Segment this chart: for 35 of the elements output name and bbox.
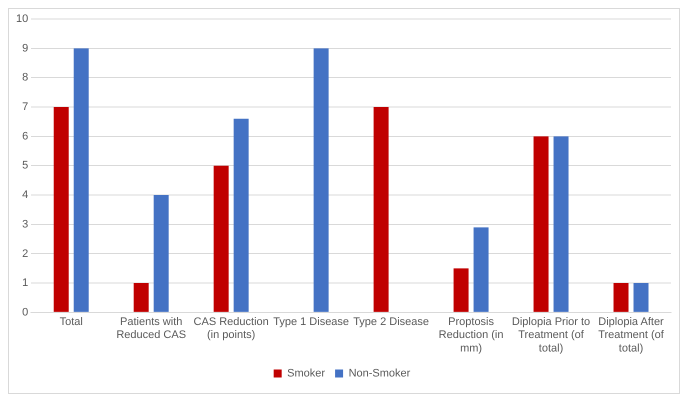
x-tick-label: Type 1 Disease	[273, 316, 350, 328]
y-tick-label: 5	[22, 160, 28, 172]
bar	[474, 227, 489, 312]
y-tick-label: 0	[22, 306, 28, 318]
y-tick-label: 3	[22, 218, 28, 230]
legend-label: Smoker	[287, 368, 326, 380]
bar	[614, 283, 629, 312]
x-tick-label: Proptosis Reduction (in mm)	[438, 316, 504, 354]
bar	[134, 283, 149, 312]
bar	[54, 107, 69, 312]
x-tick-label: Patients with Reduced CAS	[116, 316, 186, 342]
y-tick-label: 8	[22, 72, 28, 84]
x-tick-label: Diplopia After Treatment (of total)	[598, 316, 665, 354]
bar	[234, 118, 249, 312]
bar	[214, 166, 229, 312]
bar	[314, 48, 329, 312]
y-tick-label: 1	[22, 277, 28, 290]
bar	[534, 136, 549, 312]
bar	[154, 195, 169, 312]
y-tick-label: 6	[22, 130, 28, 142]
x-tick-label: Type 2 Disease	[353, 316, 430, 328]
bar	[74, 48, 89, 312]
bar	[454, 268, 469, 312]
x-tick-label: Total	[60, 316, 83, 328]
x-tick-label: CAS Reduction (in points)	[194, 316, 269, 342]
y-tick-label: 2	[22, 248, 28, 260]
legend-label: Non-Smoker	[348, 368, 411, 380]
y-tick-label: 4	[22, 189, 28, 202]
y-tick-label: 10	[16, 13, 28, 26]
bar	[554, 136, 569, 312]
y-tick-label: 9	[22, 42, 28, 54]
x-tick-label: Diplopia Prior to Treatment (of total)	[512, 316, 590, 354]
bar	[634, 283, 649, 312]
y-tick-label: 7	[22, 101, 28, 114]
bar	[374, 107, 389, 312]
